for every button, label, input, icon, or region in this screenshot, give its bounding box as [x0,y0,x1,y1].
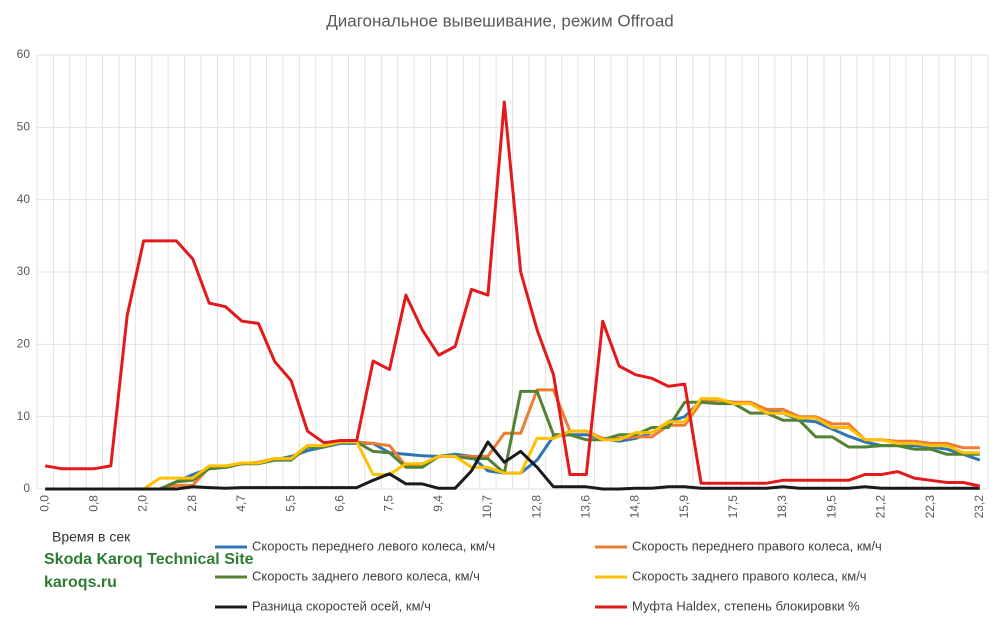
x-tick-label: 0,0 [37,495,51,512]
x-tick-label: 23,2 [972,495,986,519]
series-line [45,389,980,491]
x-tick-label: 2,8 [185,495,199,512]
x-tick-label: 18,3 [775,495,789,519]
x-tick-label: 21,2 [874,495,888,519]
chart-title: Диагональное вывешивание, режим Offroad [326,11,674,30]
x-tick-label: 2,0 [136,495,150,512]
x-tick-label: 0,8 [87,495,101,512]
x-tick-label: 9,4 [431,495,445,512]
watermark: Skoda Karoq Technical Site [44,551,254,568]
y-tick-label: 40 [17,192,31,206]
x-tick-label: 14,8 [628,495,642,519]
legend-label: Скорость переднего правого колеса, км/ч [632,538,882,553]
x-tick-label: 17,5 [726,495,740,519]
legend-label: Муфта Haldex, степень блокировки % [632,598,860,613]
x-tick-label: 5,5 [283,495,297,512]
x-tick-label: 13,6 [578,495,592,519]
y-tick-label: 30 [17,264,31,278]
x-axis-label: Время в сек [52,529,131,545]
legend-label: Скорость заднего правого колеса, км/ч [632,568,867,583]
legend-label: Скорость переднего левого колеса, км/ч [252,538,495,553]
x-tick-label: 4,7 [234,495,248,512]
legend-label: Разница скоростей осей, км/ч [252,598,431,613]
y-tick-label: 20 [17,337,31,351]
x-tick-label: 22,3 [923,495,937,519]
x-tick-label: 10,7 [480,495,494,519]
series-line [45,440,980,491]
series-line [45,397,980,491]
y-tick-label: 0 [23,481,30,495]
y-tick-label: 10 [17,409,31,423]
legend-label: Скорость заднего левого колеса, км/ч [252,568,480,583]
x-tick-label: 15,9 [677,495,691,519]
y-tick-label: 60 [17,47,31,61]
x-tick-label: 12,8 [529,495,543,519]
x-tick-label: 6,6 [333,495,347,512]
x-tick-label: 7,5 [382,495,396,512]
series-line [44,100,981,488]
x-tick-label: 19,5 [824,495,838,519]
y-tick-label: 50 [17,120,31,134]
watermark: karoqs.ru [44,574,117,591]
